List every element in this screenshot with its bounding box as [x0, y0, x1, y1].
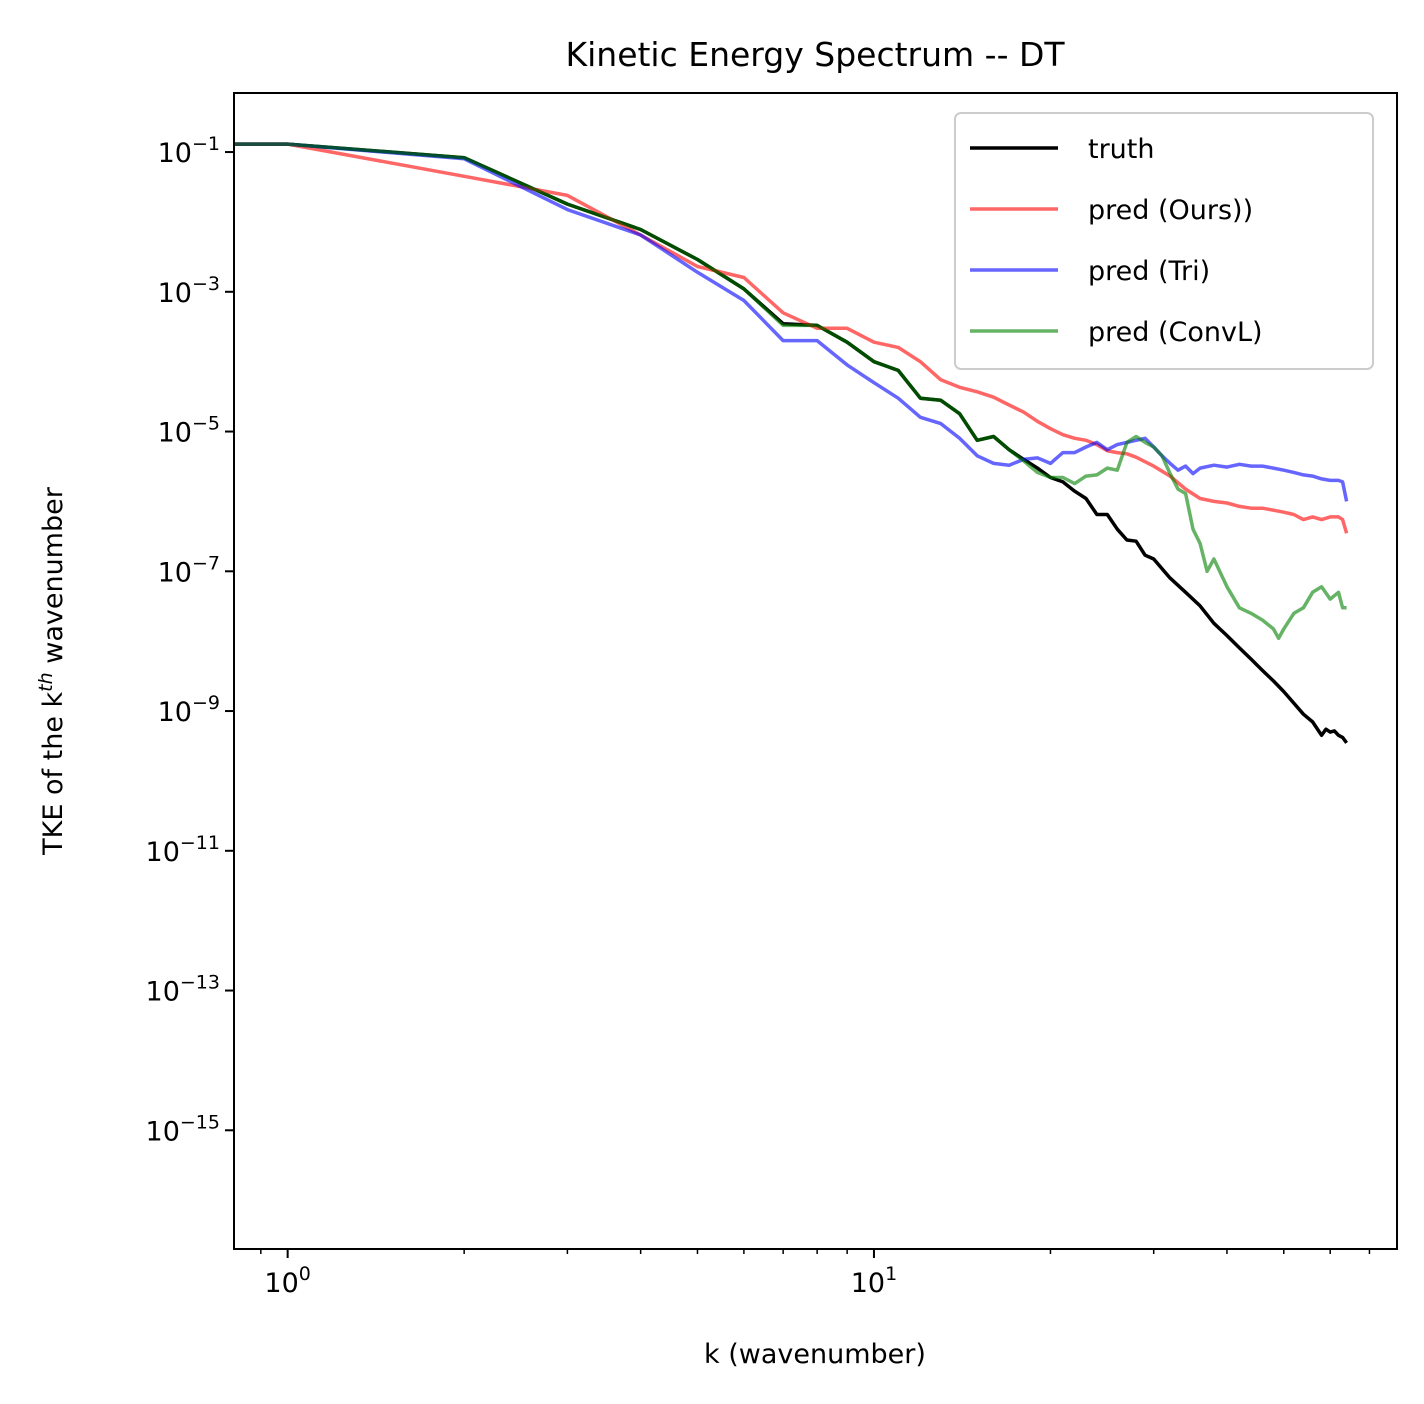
series-layer — [234, 142, 1349, 744]
legend-label-0: truth — [1088, 134, 1155, 165]
y-axis-label-suffix: wavenumber — [38, 486, 69, 672]
legend-items: truth pred (Ours)) pred (Tri) pred (ConvL) — [970, 134, 1263, 348]
legend-label-3: pred (ConvL) — [1088, 317, 1263, 348]
y-tick-label-0: 10−1 — [158, 133, 220, 169]
y-axis-label-superscript: th — [35, 672, 57, 692]
x-tick-label-0: 100 — [264, 1263, 310, 1299]
legend: truth pred (Ours)) pred (Tri) pred (ConvL) — [954, 112, 1374, 370]
y-tick-label-2: 10−5 — [158, 413, 220, 449]
y-axis: 10−1 10−3 10−5 10−7 10−9 10−11 10−13 10−15 — [146, 133, 234, 1147]
x-axis: 100 101 — [260, 1249, 1371, 1299]
y-tick-label-3: 10−7 — [158, 552, 220, 588]
series-line-2 — [234, 142, 1349, 502]
y-tick-label-4: 10−9 — [158, 692, 220, 728]
legend-box — [954, 112, 1374, 370]
legend-label-2: pred (Tri) — [1088, 256, 1210, 287]
plot-frame — [233, 92, 1398, 1250]
x-tick-label-1: 101 — [851, 1263, 897, 1299]
plot-area — [234, 142, 1349, 744]
legend-label-1: pred (Ours)) — [1088, 195, 1253, 226]
y-tick-label-5: 10−11 — [146, 832, 220, 868]
x-axis-label: k (wavenumber) — [704, 1339, 926, 1370]
series-line-3 — [234, 142, 1347, 641]
y-tick-label-7: 10−15 — [146, 1111, 220, 1147]
y-axis-label-prefix: TKE of the k — [38, 691, 69, 855]
y-tick-label-1: 10−3 — [158, 273, 220, 309]
y-axis-label: TKE of the kth wavenumber — [35, 486, 69, 856]
chart-title: Kinetic Energy Spectrum -- DT — [565, 35, 1065, 74]
y-tick-label-6: 10−13 — [146, 972, 220, 1008]
